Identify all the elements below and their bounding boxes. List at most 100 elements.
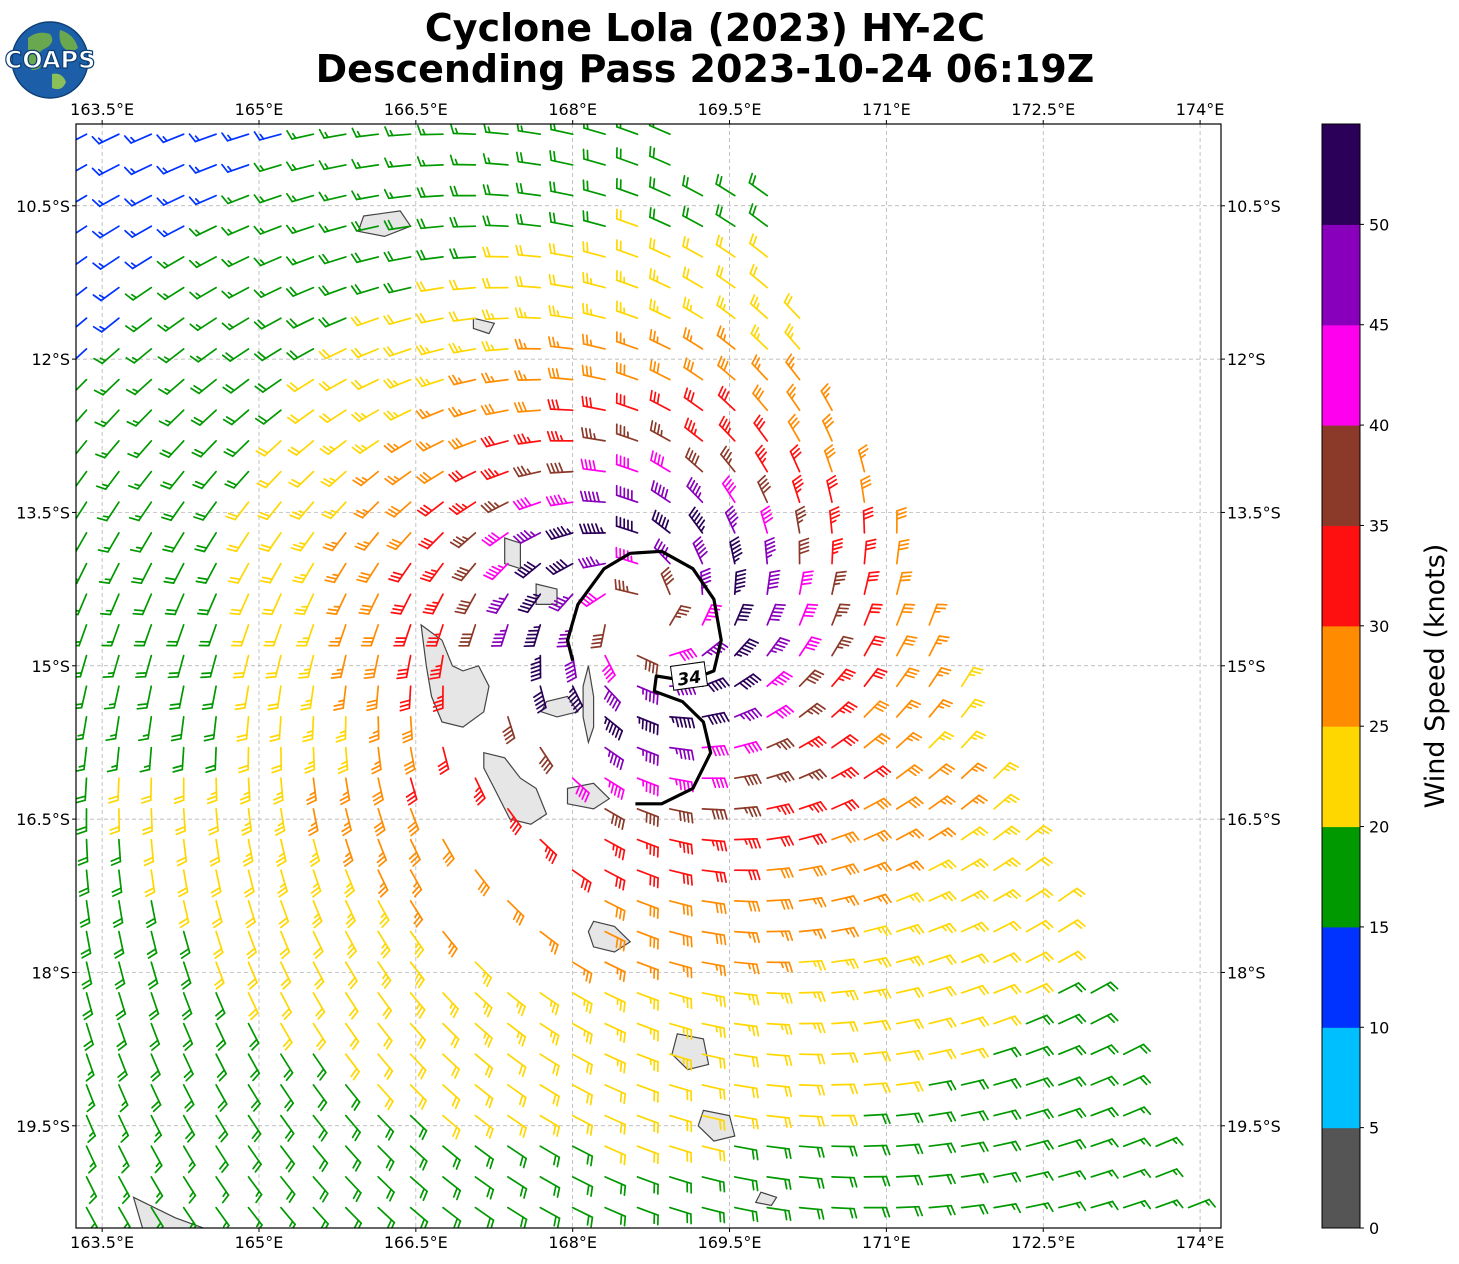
wind-barb [115, 992, 127, 1021]
wind-barb [615, 515, 639, 534]
wind-barb [76, 378, 88, 392]
wind-barb [701, 1053, 726, 1070]
wind-barb [1122, 1043, 1151, 1056]
wind-barb [539, 992, 560, 1016]
wind-barb [76, 440, 88, 456]
wind-barb [286, 317, 315, 329]
wind-barb [99, 593, 120, 616]
wind-barb [253, 131, 282, 141]
wind-barb [399, 685, 412, 712]
wind-barb [318, 160, 347, 171]
wind-barb [548, 336, 574, 350]
wind-barb [85, 1114, 97, 1143]
wind-barb [752, 384, 769, 412]
wind-barb [581, 333, 606, 350]
wind-barb [306, 777, 317, 805]
wind-barb [650, 450, 671, 473]
wind-barb [785, 353, 801, 381]
wind-barb [125, 348, 153, 364]
wind-barb [376, 838, 388, 867]
wind-barb [826, 474, 838, 504]
wind-barb [798, 928, 827, 940]
wind-barb [221, 286, 250, 299]
wind-barb [383, 409, 412, 421]
wind-barb [1058, 982, 1087, 994]
wind-barb [1025, 1045, 1054, 1057]
wind-barb [507, 808, 522, 836]
wind-barb [831, 1021, 859, 1032]
wind-barb [648, 176, 671, 197]
wind-barb [539, 1114, 561, 1137]
wind-barb [683, 357, 704, 381]
wind-barb [76, 194, 88, 203]
wind-barb [1025, 1139, 1054, 1151]
wind-barb [649, 389, 671, 412]
wind-barb [162, 532, 185, 553]
wind-barb [669, 900, 693, 917]
wind-barb [993, 761, 1020, 780]
wind-barb [798, 735, 827, 749]
wind-barb [895, 603, 916, 626]
wind-barb [128, 501, 153, 522]
wind-barb [749, 263, 769, 289]
island-9 [697, 1109, 736, 1142]
wind-barb [766, 569, 781, 596]
wind-barb [486, 593, 509, 614]
wind-barb [344, 1176, 362, 1203]
wind-barb [76, 256, 88, 266]
wind-barb [604, 808, 625, 831]
wind-barb [701, 992, 726, 1008]
wind-barb [113, 930, 125, 959]
wind-barb [579, 490, 606, 504]
wind-barb [333, 685, 347, 711]
wind-barb [182, 1206, 197, 1228]
wind-barb [415, 408, 444, 420]
wind-barb [448, 437, 477, 450]
wind-barb [181, 992, 193, 1021]
wind-barb [215, 1145, 229, 1173]
lon-tick-top-1: 165°E [235, 100, 284, 119]
wind-barb [97, 532, 120, 553]
wind-barb [1090, 1044, 1119, 1056]
wind-barb [701, 1114, 726, 1131]
wind-barb [993, 952, 1022, 964]
wind-barb [255, 440, 282, 457]
wind-barb [831, 701, 858, 718]
wind-barb [1122, 1074, 1152, 1086]
wind-barb [669, 838, 694, 855]
wind-barb [604, 900, 626, 922]
wind-barb [507, 1114, 527, 1138]
wind-barb [449, 216, 477, 228]
wind-barb [377, 1053, 394, 1080]
wind-barb [701, 711, 730, 725]
wind-barb [147, 961, 159, 990]
wind-barb [149, 1022, 161, 1051]
wind-barb [132, 593, 153, 616]
wind-barb [383, 188, 412, 200]
wind-barb [928, 635, 950, 657]
wind-barb [448, 406, 477, 418]
wind-barb [895, 635, 918, 657]
wind-barb [221, 225, 250, 236]
wind-barb [895, 667, 920, 688]
wind-barb [76, 562, 88, 585]
wind-barb [766, 898, 794, 910]
wind-barb [513, 433, 542, 445]
wind-barb [373, 808, 386, 837]
wind-barb [285, 224, 315, 234]
wind-barb [482, 215, 509, 228]
wind-barb [571, 1145, 594, 1167]
wind-barb [173, 777, 185, 805]
wind-barb [418, 532, 444, 550]
wind-barb [960, 730, 987, 749]
wind-barb [242, 838, 254, 867]
wind-barb [192, 470, 217, 490]
wind-barb [351, 440, 380, 455]
colorbar-tick-3: 15 [1369, 918, 1389, 937]
wind-barb [669, 1114, 693, 1133]
wind-barb [582, 271, 606, 289]
wind-barb [167, 654, 185, 679]
wind-barb [409, 900, 424, 928]
wind-barb [993, 1203, 1022, 1214]
wind-barb [409, 1053, 427, 1080]
